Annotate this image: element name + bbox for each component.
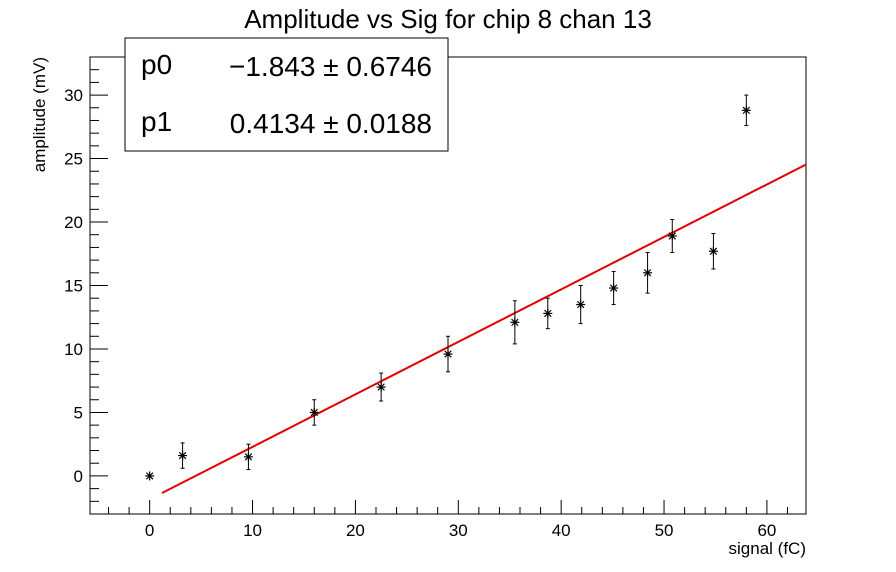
data-point xyxy=(609,271,619,306)
data-point xyxy=(576,285,586,325)
data-point xyxy=(643,251,653,294)
marker-stroke xyxy=(511,318,519,327)
data-point xyxy=(741,94,751,127)
marker-stroke xyxy=(244,453,253,461)
fit-line-layer xyxy=(161,163,807,494)
stats-p0-name: p0 xyxy=(141,49,172,80)
marker-stroke xyxy=(178,451,187,460)
marker-stroke xyxy=(377,383,385,391)
data-point xyxy=(543,297,553,330)
y-axis: 0 5 10 15 20 25 30 xyxy=(64,69,108,502)
x-tick-label: 40 xyxy=(552,521,571,540)
y-tick-label: 30 xyxy=(64,86,83,105)
x-tick-label: 60 xyxy=(757,521,776,540)
y-tick-label: 10 xyxy=(64,340,83,359)
fit-stats-box: p0 −1.843 ± 0.6746 p1 0.4134 ± 0.0188 xyxy=(124,37,449,152)
y-tick-label: 0 xyxy=(74,467,83,486)
stats-p0-value: −1.843 ± 0.6746 xyxy=(229,51,432,82)
x-tick-label: 30 xyxy=(449,521,468,540)
data-point xyxy=(708,232,718,270)
marker-stroke xyxy=(709,247,718,255)
data-point xyxy=(667,218,677,253)
data-point xyxy=(243,443,253,471)
x-tick-label: 50 xyxy=(655,521,674,540)
data-point xyxy=(309,399,319,426)
marker-stroke xyxy=(643,269,652,277)
stats-p1-value: 0.4134 ± 0.0188 xyxy=(230,108,432,139)
x-tick-label: 10 xyxy=(243,521,262,540)
marker-stroke xyxy=(444,350,452,358)
x-axis-title: signal (fC) xyxy=(729,539,806,558)
data-points xyxy=(145,94,751,481)
x-tick-label: 20 xyxy=(346,521,365,540)
fit-line xyxy=(161,163,807,494)
y-axis-title: amplitude (mV) xyxy=(30,57,49,172)
stats-p1-name: p1 xyxy=(141,106,172,137)
y-tick-label: 20 xyxy=(64,213,83,232)
x-tick-label: 0 xyxy=(145,521,154,540)
marker-stroke xyxy=(145,472,154,480)
marker-stroke xyxy=(742,106,751,115)
data-point xyxy=(510,300,520,345)
stats-box-frame xyxy=(124,37,449,152)
data-point xyxy=(443,335,453,373)
marker-stroke xyxy=(544,309,552,318)
data-point xyxy=(178,442,188,469)
y-tick-label: 15 xyxy=(64,277,83,296)
y-tick-label: 5 xyxy=(74,403,83,422)
marker-stroke xyxy=(310,408,318,417)
data-point xyxy=(145,471,155,481)
marker-stroke xyxy=(576,300,585,309)
x-axis: 0 10 20 30 40 50 60 xyxy=(108,500,788,540)
chart-title: Amplitude vs Sig for chip 8 chan 13 xyxy=(244,4,652,34)
marker-stroke xyxy=(609,284,618,292)
y-tick-label: 25 xyxy=(64,150,83,169)
data-point xyxy=(376,372,386,402)
marker-stroke xyxy=(668,232,676,240)
